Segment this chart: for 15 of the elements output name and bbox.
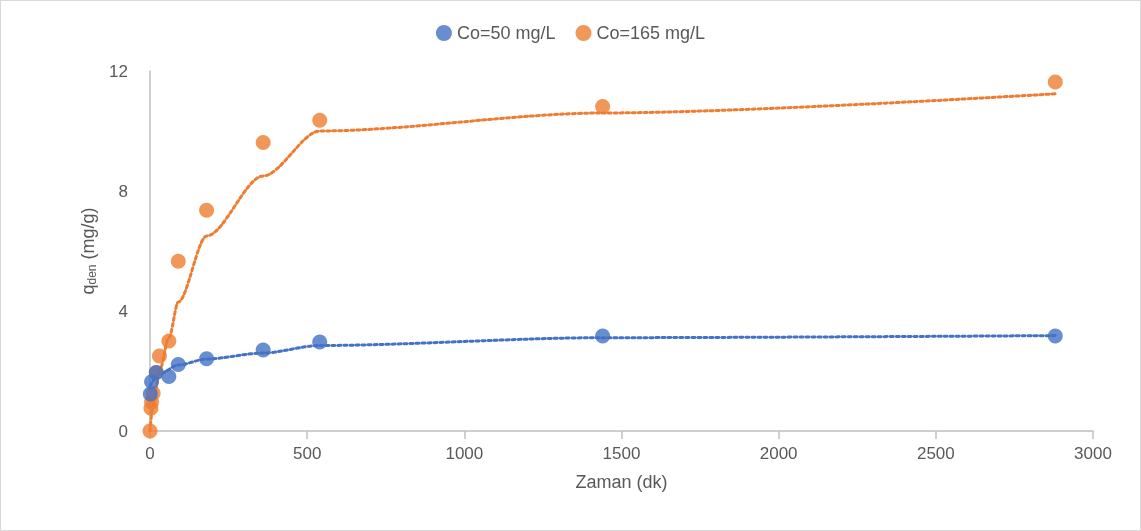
x-axis-title: Zaman (dk) (575, 472, 668, 492)
x-tick-label: 2000 (759, 444, 798, 463)
legend-label: Co=50 mg/L (456, 23, 556, 43)
y-tick-label: 0 (118, 421, 128, 441)
x-tick-label: 500 (292, 444, 322, 463)
x-tick-label: 0 (145, 444, 155, 463)
y-tick-label: 4 (118, 301, 128, 321)
y-tick-label: 12 (109, 61, 128, 81)
legend-label: Co=165 mg/L (596, 23, 706, 43)
x-tick-label: 1000 (445, 444, 484, 463)
x-tick-label: 1500 (602, 444, 641, 463)
x-tick-label: 3000 (1074, 444, 1112, 463)
y-tick-label: 8 (118, 181, 128, 201)
x-tick-label: 2500 (916, 444, 955, 463)
y-axis-title: qden (mg/g) (78, 207, 100, 295)
